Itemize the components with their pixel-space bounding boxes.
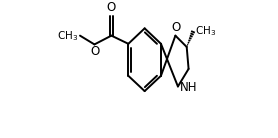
Text: CH$_3$: CH$_3$ (195, 24, 216, 38)
Text: O: O (171, 21, 180, 34)
Text: O: O (90, 45, 100, 58)
Text: CH$_3$: CH$_3$ (57, 29, 78, 43)
Text: NH: NH (180, 81, 198, 94)
Text: O: O (107, 1, 116, 14)
